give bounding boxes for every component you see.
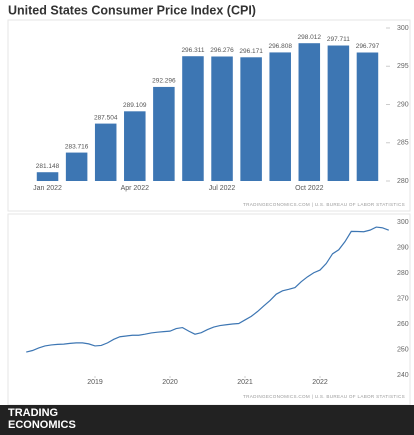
line-series	[26, 226, 389, 353]
data-label: 292.296	[152, 78, 176, 85]
panel-border	[7, 213, 411, 406]
bar	[153, 86, 175, 181]
panel-border	[7, 19, 411, 212]
x-tick-label: Jul 2022	[209, 185, 236, 192]
data-label: 283.716	[65, 143, 89, 150]
source-note: TRADINGECONOMICS.COM | U.S. BUREAU OF LA…	[243, 394, 405, 399]
y-tick-label: 295	[397, 63, 409, 70]
bar	[36, 172, 59, 181]
footer-band	[0, 405, 414, 435]
bar	[124, 111, 146, 181]
bar	[327, 45, 350, 181]
data-label: 287.504	[94, 114, 118, 121]
x-tick-label: 2022	[312, 379, 328, 386]
x-tick-label: Jan 2022	[33, 185, 62, 192]
x-tick-label: 2020	[162, 379, 178, 386]
data-label: 296.797	[356, 43, 380, 50]
data-label: 296.311	[181, 47, 204, 54]
y-tick-label: 300	[397, 25, 409, 32]
y-tick-label: 280	[397, 178, 409, 185]
bar	[182, 56, 204, 181]
bar	[356, 52, 379, 182]
source-note: TRADINGECONOMICS.COM | U.S. BUREAU OF LA…	[243, 202, 405, 207]
y-tick-label: 290	[397, 101, 409, 108]
x-tick-label: 2019	[87, 379, 103, 386]
logo-text: TRADING	[8, 407, 58, 419]
bar	[298, 43, 321, 182]
bar	[269, 52, 291, 182]
y-tick-label: 285	[397, 140, 409, 147]
bar	[211, 56, 233, 181]
data-label: 289.109	[123, 102, 147, 109]
chart-title: United States Consumer Price Index (CPI)	[8, 3, 256, 17]
bar	[65, 152, 88, 181]
logo-text: ECONOMICS	[8, 419, 76, 431]
data-label: 298.012	[298, 34, 322, 41]
data-label: 296.808	[268, 43, 292, 50]
bar	[240, 57, 262, 181]
data-label: 281.148	[36, 163, 60, 170]
data-label: 296.171	[239, 48, 263, 55]
x-tick-label: Apr 2022	[121, 185, 150, 192]
data-label: 296.276	[210, 47, 234, 54]
x-tick-label: 2021	[237, 379, 253, 386]
bar	[94, 123, 117, 181]
x-tick-label: Oct 2022	[295, 185, 324, 192]
data-label: 297.711	[327, 36, 350, 43]
